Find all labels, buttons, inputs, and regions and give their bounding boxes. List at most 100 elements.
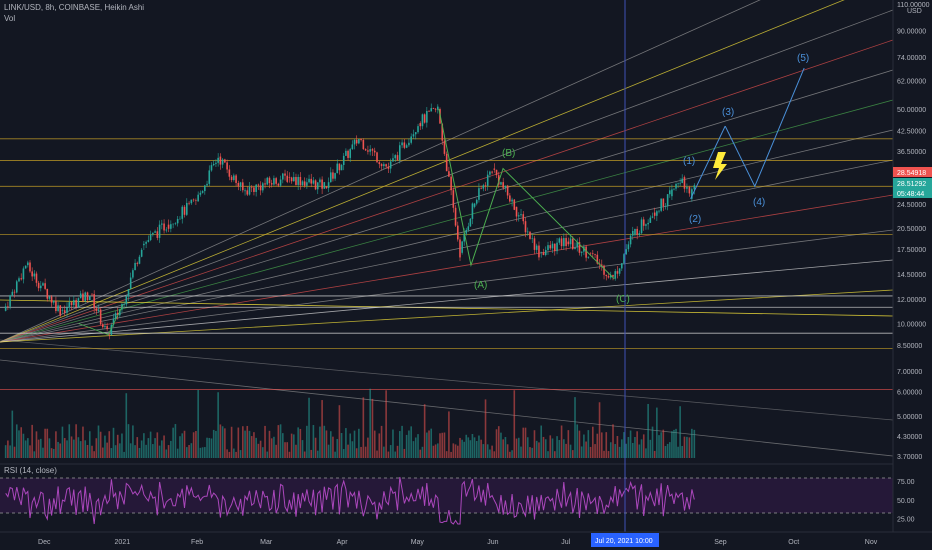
volume-bar-161 — [360, 446, 362, 458]
volume-bar-34 — [79, 441, 82, 458]
candle-body-47 — [108, 334, 111, 336]
price-tick-13: 8.50000 — [897, 343, 922, 350]
candle-body-20 — [48, 296, 51, 299]
volume-bar-102 — [230, 426, 233, 458]
volume-bar-202 — [452, 443, 455, 458]
candle-body-8 — [22, 268, 25, 280]
volume-bar-0 — [4, 445, 7, 458]
candle-body-82 — [185, 202, 188, 215]
candle-body-36 — [84, 292, 87, 301]
volume-bar-79 — [179, 436, 181, 458]
candle-body-208 — [465, 229, 468, 234]
candle-body-258 — [576, 242, 579, 248]
volume-bar-28 — [66, 440, 68, 458]
candle-body-162 — [362, 140, 365, 150]
volume-bar-286 — [638, 444, 641, 458]
rsi-indicator-label[interactable]: RSI (14, close) — [4, 466, 57, 475]
candle-body-228 — [509, 195, 511, 202]
candle-body-26 — [61, 310, 64, 311]
candle-body-42 — [97, 309, 100, 311]
volume-bar-27 — [63, 438, 66, 458]
candle-body-206 — [461, 241, 463, 253]
volume-bar-263 — [587, 430, 590, 458]
price-tick-6: 36.50000 — [897, 149, 926, 156]
volume-bar-226 — [504, 437, 507, 458]
candle-body-77 — [174, 223, 177, 224]
candle-body-89 — [201, 191, 204, 193]
volume-bar-61 — [138, 447, 141, 458]
volume-bar-187 — [419, 449, 422, 458]
volume-bar-273 — [609, 442, 612, 458]
volume-bar-183 — [410, 426, 412, 458]
candle-body-190 — [426, 111, 428, 123]
volume-bar-37 — [86, 444, 89, 458]
volume-bar-155 — [347, 444, 349, 458]
volume-bar-91 — [206, 437, 208, 458]
volume-bar-38 — [88, 431, 91, 458]
volume-bar-72 — [163, 435, 165, 458]
candle-body-294 — [656, 211, 658, 216]
candle-body-231 — [515, 206, 518, 217]
volume-bar-238 — [531, 447, 534, 458]
volume-bar-271 — [605, 432, 608, 458]
candle-body-109 — [246, 190, 249, 195]
volume-bar-67 — [152, 444, 154, 458]
volume-bar-171 — [383, 446, 385, 458]
candle-body-262 — [585, 246, 587, 258]
candle-body-69 — [156, 231, 159, 238]
candle-body-290 — [647, 222, 649, 225]
time-tick-0: Dec — [38, 539, 51, 546]
candle-body-87 — [197, 194, 199, 202]
volume-bar-127 — [286, 442, 289, 458]
candle-body-307 — [683, 177, 686, 189]
volume-bar-299 — [666, 443, 669, 458]
volume-bar-76 — [172, 427, 174, 458]
candle-body-25 — [59, 305, 62, 316]
candle-body-153 — [342, 155, 345, 166]
symbol-title[interactable]: LINK/USD, 8h, COINBASE, Heikin Ashi — [4, 3, 145, 12]
volume-bar-43 — [99, 431, 102, 458]
candle-body-306 — [681, 178, 683, 183]
candle-body-116 — [262, 183, 264, 191]
price-tick-18: 3.70000 — [897, 454, 922, 461]
volume-bar-97 — [219, 424, 222, 458]
candle-body-151 — [338, 163, 341, 171]
volume-bar-115 — [259, 440, 262, 458]
candle-body-185 — [414, 132, 417, 135]
volume-bar-22 — [52, 448, 55, 458]
volume-bar-113 — [255, 437, 257, 458]
candle-body-277 — [618, 268, 621, 274]
candle-body-275 — [614, 271, 617, 279]
time-tick-1: 2021 — [115, 539, 131, 546]
last-price-badge — [893, 178, 932, 198]
volume-indicator-label[interactable]: Vol — [4, 14, 16, 23]
price-tick-16: 5.00000 — [897, 414, 922, 421]
candle-body-99 — [224, 159, 226, 163]
volume-bar-11 — [29, 445, 31, 458]
candle-body-213 — [475, 199, 478, 204]
volume-bar-150 — [336, 438, 339, 458]
volume-bar-29 — [68, 424, 71, 458]
candle-body-81 — [183, 206, 186, 215]
volume-bar-2 — [9, 445, 11, 458]
candle-body-44 — [102, 324, 104, 328]
candle-body-233 — [520, 214, 522, 216]
volume-bar-153 — [342, 449, 345, 458]
volume-bar-190 — [426, 432, 428, 458]
wave-labels: (A) (B) (C) (1) (2) (3) (4) (5) — [474, 53, 809, 305]
candle-body-251 — [560, 238, 563, 247]
volume-bar-302 — [673, 429, 675, 458]
candle-body-65 — [147, 240, 150, 242]
candle-body-169 — [378, 162, 381, 165]
fan-line-2 — [0, 9, 894, 343]
candle-body-288 — [642, 219, 645, 226]
candle-body-39 — [91, 293, 93, 295]
volume-bar-157 — [351, 441, 354, 458]
candle-body-149 — [334, 173, 336, 179]
candle-body-266 — [594, 254, 596, 255]
volume-bar-269 — [600, 432, 603, 458]
candle-body-310 — [691, 189, 693, 199]
volume-bar-51 — [116, 434, 119, 458]
volume-bar-217 — [484, 399, 487, 458]
